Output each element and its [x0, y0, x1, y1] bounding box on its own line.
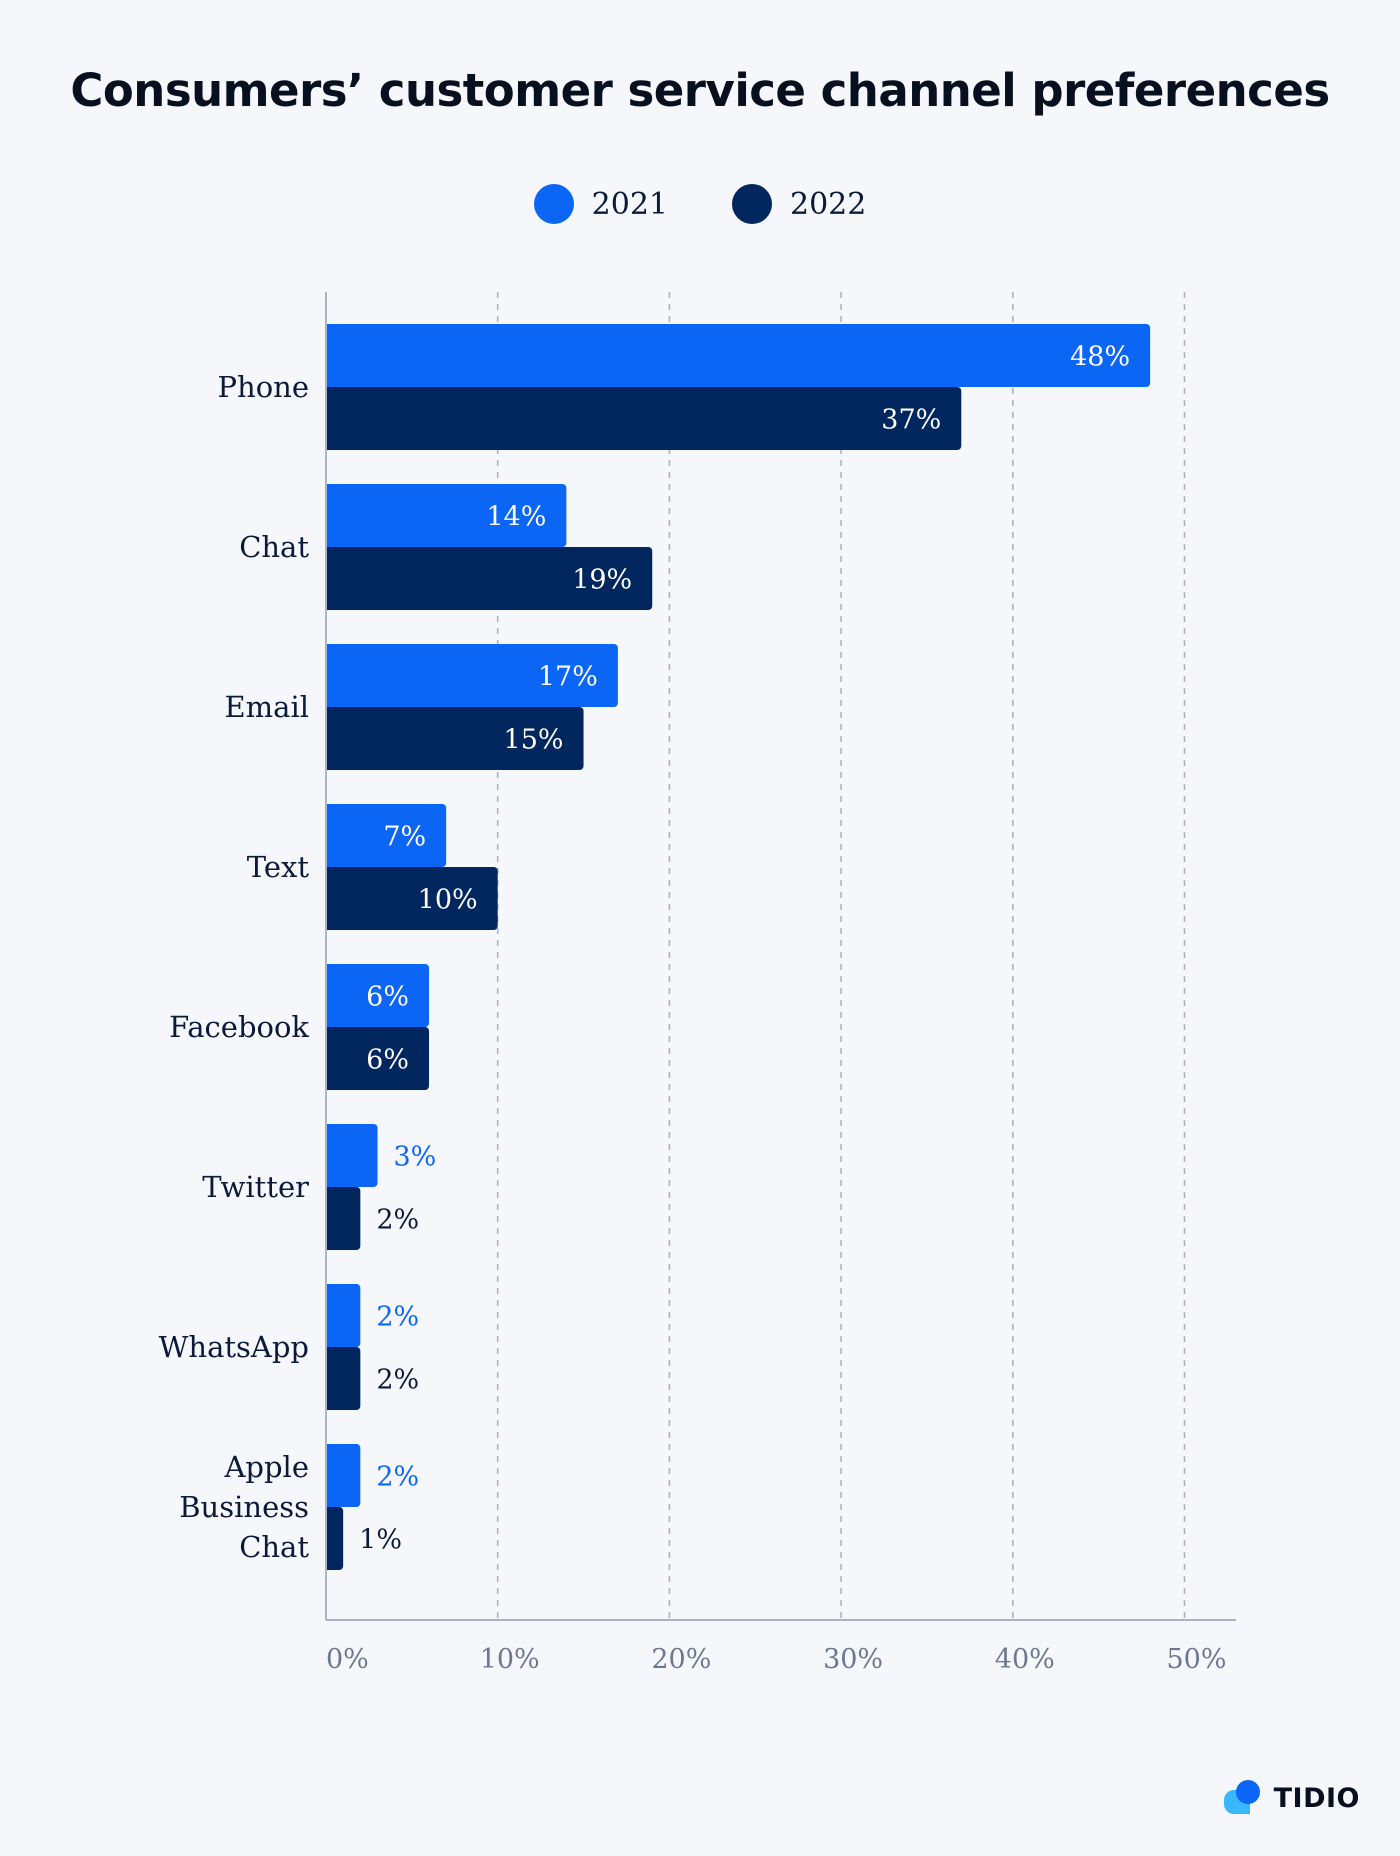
legend-label-2021: 2021 — [591, 186, 668, 222]
legend-label-2022: 2022 — [790, 186, 867, 222]
bar-2022-text — [326, 867, 498, 930]
chart-title: Consumers’ customer service channel pref… — [70, 64, 1330, 117]
data-label-2021-chat: 14% — [486, 502, 546, 533]
chat-bubbles-logo-icon — [1223, 1780, 1260, 1814]
legend-swatch-2022 — [732, 184, 772, 224]
x-tick-label-10: 10% — [480, 1644, 540, 1675]
bar-2021-text — [326, 804, 447, 867]
bar-2022-apple-business-chat — [326, 1507, 344, 1570]
bar-2021-email — [326, 644, 618, 707]
bar-2022-whatsapp — [326, 1347, 361, 1410]
bar-2021-apple-business-chat — [326, 1444, 361, 1507]
legend-item-2022: 2022 — [732, 184, 866, 224]
bar-2022-chat — [326, 547, 653, 610]
data-label-2022-phone: 37% — [881, 405, 941, 436]
category-label-whatsapp: WhatsApp — [159, 1330, 309, 1364]
data-label-2021-email: 17% — [538, 662, 598, 693]
bar-2022-email — [326, 707, 584, 770]
bar-2021-twitter — [326, 1124, 378, 1187]
category-label-facebook: Facebook — [169, 1010, 309, 1044]
data-label-2021-twitter: 3% — [394, 1142, 437, 1173]
category-label-text: Text — [247, 850, 310, 884]
x-tick-label-50: 50% — [1166, 1644, 1226, 1675]
data-label-2022-text: 10% — [418, 885, 478, 916]
category-label-apple-business-chat: Apple Business Chat — [179, 1450, 309, 1564]
data-label-2021-apple-business-chat: 2% — [376, 1462, 419, 1493]
legend-swatch-2021 — [533, 184, 574, 224]
x-tick-label-30: 30% — [823, 1644, 883, 1675]
data-label-2021-text: 7% — [383, 822, 426, 853]
data-label-2022-chat: 19% — [572, 565, 632, 596]
category-label-chat: Chat — [239, 530, 309, 564]
data-label-2021-phone: 48% — [1070, 342, 1130, 373]
category-label-twitter: Twitter — [202, 1170, 309, 1204]
data-label-2022-email: 15% — [504, 725, 564, 756]
legend-item-2021: 2021 — [533, 184, 668, 224]
bar-2021-facebook — [326, 964, 430, 1027]
x-tick-label-20: 20% — [651, 1644, 711, 1675]
brand-logo: TIDIO — [1220, 1778, 1360, 1818]
data-label-2022-apple-business-chat: 1% — [359, 1525, 402, 1556]
bar-2022-phone — [326, 387, 962, 450]
x-tick-label-40: 40% — [995, 1644, 1055, 1675]
bar-2021-whatsapp — [326, 1284, 361, 1347]
x-tick-label-0: 0% — [326, 1644, 369, 1675]
bar-2022-twitter — [326, 1187, 361, 1250]
data-label-2022-twitter: 2% — [376, 1205, 419, 1236]
bar-2021-chat — [326, 484, 567, 547]
legend: 2021 2022 — [0, 184, 1400, 224]
data-label-2021-facebook: 6% — [366, 982, 409, 1013]
data-label-2022-whatsapp: 2% — [376, 1365, 419, 1396]
data-label-2022-facebook: 6% — [366, 1045, 409, 1076]
bar-2021-phone — [325, 324, 1151, 387]
data-label-2021-whatsapp: 2% — [376, 1302, 419, 1333]
bar-2022-facebook — [326, 1027, 430, 1090]
category-label-email: Email — [224, 690, 309, 724]
category-label-phone: Phone — [218, 370, 310, 404]
brand-name: TIDIO — [1273, 1782, 1360, 1814]
